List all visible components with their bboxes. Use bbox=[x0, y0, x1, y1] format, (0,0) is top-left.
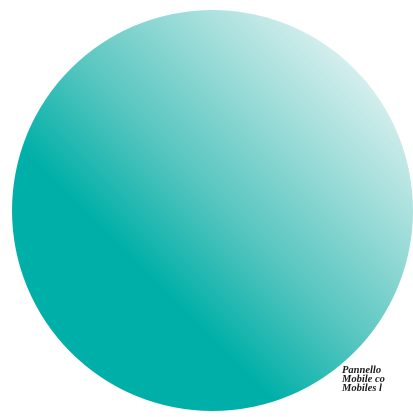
teal-gradient-circle bbox=[12, 10, 413, 411]
caption-text: Pannello Mobile co Mobiles l bbox=[342, 365, 385, 394]
caption-line-2: Mobile co bbox=[342, 374, 385, 385]
caption-line-3: Mobiles l bbox=[342, 383, 382, 394]
caption-line-1: Pannello bbox=[342, 365, 382, 376]
